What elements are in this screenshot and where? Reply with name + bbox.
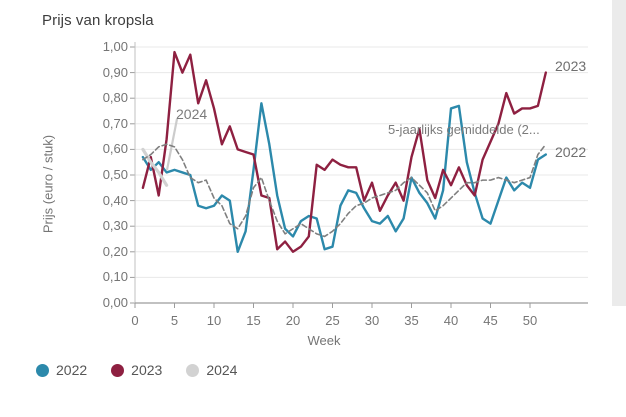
x-tick-label: 45: [483, 313, 498, 328]
chart-legend: 2022 2023 2024: [36, 362, 237, 378]
series-2022-end-label: 2022: [555, 144, 587, 160]
x-tick-label: 30: [364, 313, 380, 328]
chart-title: Prijs van kropsla: [42, 12, 154, 29]
x-tick-label: 20: [285, 313, 301, 328]
series-2023-end-label: 2023: [555, 58, 587, 74]
x-axis-title: Week: [307, 333, 341, 348]
y-tick-label: 0,30: [102, 218, 128, 234]
x-tick-label: 25: [325, 313, 340, 328]
series-line-5-jaarlijks-gemiddelde[interactable]: [142, 143, 547, 238]
legend-label: 2023: [131, 362, 163, 378]
right-edge-strip: [612, 0, 626, 306]
legend-label: 2022: [56, 362, 88, 378]
label-2024-leader-line: [165, 118, 179, 171]
y-tick-label: 0,90: [102, 64, 128, 80]
avg-series-annotation: 5-jaarlijks gemiddelde (2...: [388, 122, 540, 137]
legend-swatch-2022: [36, 363, 49, 377]
x-tick-label: 5: [170, 313, 179, 328]
y-tick-label: 0,80: [102, 90, 128, 106]
series-line-2024[interactable]: [141, 147, 169, 187]
y-tick-label: 0,60: [102, 141, 128, 157]
y-tick-label: 0,50: [102, 167, 128, 182]
x-tick-label: 0: [131, 313, 139, 328]
x-tick-label: 40: [443, 313, 459, 328]
legend-item-2022[interactable]: 2022: [36, 362, 87, 378]
y-tick-label: 0,00: [102, 295, 128, 310]
x-tick-label: 10: [206, 313, 222, 328]
legend-item-2024[interactable]: 2024: [186, 362, 237, 378]
y-tick-label: 0,70: [102, 115, 128, 131]
y-tick-label: 1,00: [102, 39, 128, 54]
series-line-2023[interactable]: [141, 50, 547, 254]
x-tick-label: 50: [522, 313, 538, 328]
x-tick-label: 15: [246, 313, 261, 328]
y-tick-label: 0,10: [102, 269, 128, 285]
y-tick-label: 0,40: [102, 192, 128, 208]
series-2024-callout-label: 2024: [176, 106, 208, 122]
legend-swatch-2024: [186, 363, 200, 377]
legend-label: 2024: [206, 362, 238, 378]
y-tick-label: 0,20: [102, 243, 128, 259]
series-line-2022[interactable]: [141, 102, 547, 254]
legend-item-2023[interactable]: 2023: [111, 362, 162, 378]
legend-swatch-2023: [111, 363, 125, 377]
x-tick-label: 35: [404, 313, 419, 328]
y-axis-title: Prijs (euro / stuk): [40, 134, 56, 234]
